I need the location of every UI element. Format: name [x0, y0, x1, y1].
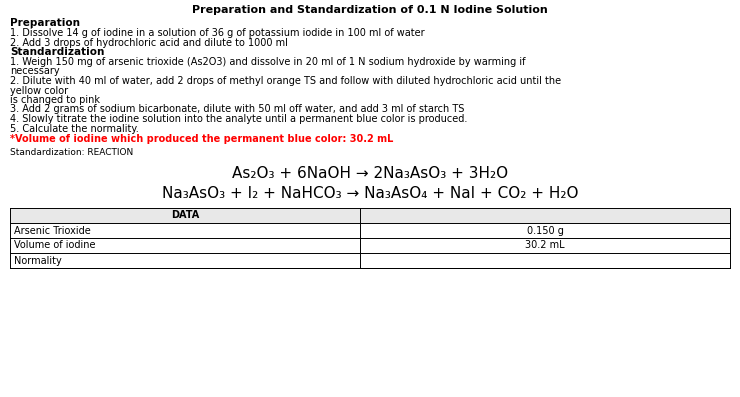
Text: *Volume of iodine which produced the permanent blue color: 30.2 mL: *Volume of iodine which produced the per…	[10, 134, 394, 144]
Text: Volume of iodine: Volume of iodine	[14, 241, 95, 251]
Text: Na₃AsO₃ + I₂ + NaHCO₃ → Na₃AsO₄ + NaI + CO₂ + H₂O: Na₃AsO₃ + I₂ + NaHCO₃ → Na₃AsO₄ + NaI + …	[162, 186, 578, 201]
Text: 2. Add 3 drops of hydrochloric acid and dilute to 1000 ml: 2. Add 3 drops of hydrochloric acid and …	[10, 37, 288, 48]
Text: 0.150 g: 0.150 g	[527, 225, 563, 235]
Text: is changed to pink: is changed to pink	[10, 95, 100, 105]
Text: 1. Dissolve 14 g of iodine in a solution of 36 g of potassium iodide in 100 ml o: 1. Dissolve 14 g of iodine in a solution…	[10, 28, 425, 38]
Text: Standardization: Standardization	[10, 47, 104, 57]
Bar	[10, 208, 730, 223]
Text: Normality: Normality	[14, 256, 61, 266]
Text: 2. Dilute with 40 ml of water, add 2 drops of methyl orange TS and follow with d: 2. Dilute with 40 ml of water, add 2 dro…	[10, 76, 561, 86]
Text: Preparation and Standardization of 0.1 N Iodine Solution: Preparation and Standardization of 0.1 N…	[192, 5, 548, 15]
Text: 30.2 mL: 30.2 mL	[525, 241, 565, 251]
Text: 3. Add 2 grams of sodium bicarbonate, dilute with 50 ml off water, and add 3 ml : 3. Add 2 grams of sodium bicarbonate, di…	[10, 104, 465, 114]
Text: Preparation: Preparation	[10, 18, 80, 28]
Text: 1. Weigh 150 mg of arsenic trioxide (As2O3) and dissolve in 20 ml of 1 N sodium : 1. Weigh 150 mg of arsenic trioxide (As2…	[10, 57, 525, 67]
Text: Arsenic Trioxide: Arsenic Trioxide	[14, 225, 91, 235]
Text: 5. Calculate the normality.: 5. Calculate the normality.	[10, 123, 139, 133]
Text: yellow color: yellow color	[10, 85, 68, 96]
Text: necessary: necessary	[10, 67, 60, 77]
Text: Standardization: REACTION: Standardization: REACTION	[10, 148, 133, 157]
Text: DATA: DATA	[171, 210, 199, 220]
Text: As₂O₃ + 6NaOH → 2Na₃AsO₃ + 3H₂O: As₂O₃ + 6NaOH → 2Na₃AsO₃ + 3H₂O	[232, 166, 508, 181]
Text: 4. Slowly titrate the iodine solution into the analyte until a permanent blue co: 4. Slowly titrate the iodine solution in…	[10, 114, 468, 124]
